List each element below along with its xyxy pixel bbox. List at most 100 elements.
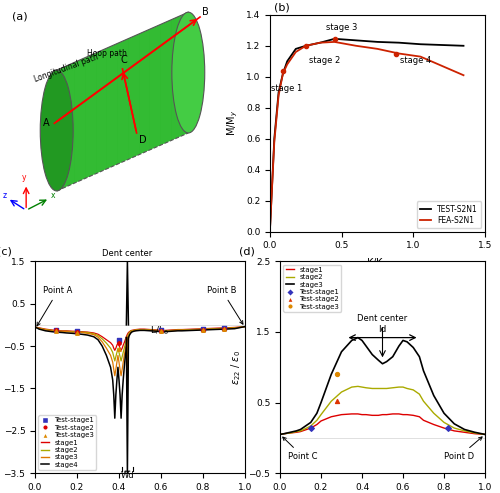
Text: Dent center: Dent center — [358, 315, 408, 323]
stage3 — [400, 338, 406, 344]
stage1 — [314, 422, 320, 427]
stage2 — [416, 391, 422, 397]
stage2 — [338, 389, 344, 395]
FEA-S2N1 — [303, 43, 309, 49]
stage1 — [369, 412, 375, 418]
Test-stage2 — [73, 328, 81, 336]
stage2 — [355, 384, 361, 389]
Test-stage1 — [199, 325, 207, 333]
TEST-S2N1 — [332, 36, 338, 42]
stage1 — [349, 411, 355, 417]
Text: C: C — [120, 55, 127, 65]
Test-stage2 — [157, 327, 165, 335]
stage3 — [308, 420, 314, 425]
FEA-S2N1 — [280, 70, 286, 76]
Line: stage3: stage3 — [280, 338, 485, 434]
stage3 — [369, 352, 375, 357]
stage1 — [400, 412, 406, 418]
stage3 — [277, 431, 283, 437]
stage2 — [363, 385, 369, 391]
stage2 — [380, 386, 386, 391]
stage4 — [242, 323, 248, 329]
stage3 — [304, 423, 310, 428]
Line: stage4: stage4 — [35, 326, 245, 418]
stage2 — [400, 384, 406, 390]
Text: Point A: Point A — [37, 286, 73, 326]
stage3 — [287, 429, 293, 435]
stage3 — [396, 343, 402, 349]
stage2 — [294, 428, 300, 434]
stage2 — [128, 328, 134, 334]
Text: D: D — [139, 135, 146, 144]
stage2 — [126, 329, 132, 335]
stage1 — [242, 323, 248, 329]
Text: (b): (b) — [274, 2, 290, 12]
TEST-S2N1 — [272, 136, 278, 141]
TEST-S2N1 — [374, 39, 380, 45]
stage2 — [404, 386, 410, 391]
stage1 — [451, 428, 457, 434]
Y-axis label: $\varepsilon_{22}$ / $\varepsilon_0$: $\varepsilon_{22}$ / $\varepsilon_0$ — [229, 350, 243, 385]
Text: Wd: Wd — [120, 470, 134, 480]
stage2 — [210, 326, 216, 332]
stage1 — [390, 411, 396, 417]
Text: stage 4: stage 4 — [400, 56, 432, 65]
TEST-S2N1 — [276, 89, 281, 95]
Test-stage3 — [334, 370, 342, 378]
stage2 — [349, 384, 355, 390]
stage1 — [32, 324, 38, 330]
Test-stage1 — [157, 326, 165, 334]
stage3 — [359, 338, 365, 344]
stage3 — [363, 343, 369, 349]
stage2 — [396, 384, 402, 390]
FEA-S2N1 — [276, 92, 281, 98]
stage4 — [126, 332, 132, 338]
stage4 — [32, 324, 38, 330]
stage1 — [410, 412, 416, 418]
Text: stage 1: stage 1 — [272, 84, 302, 93]
Test-stage3 — [199, 326, 207, 334]
stage2 — [298, 428, 304, 434]
Line: stage1: stage1 — [35, 326, 245, 351]
stage3 — [404, 339, 410, 345]
stage1 — [126, 329, 132, 335]
stage2 — [451, 425, 457, 431]
stage2 — [277, 431, 283, 437]
Test-stage1 — [73, 327, 81, 335]
stage2 — [53, 328, 59, 334]
stage1 — [376, 412, 382, 418]
FEA-S2N1 — [374, 46, 380, 52]
FEA-S2N1 — [460, 72, 466, 78]
Text: Point B: Point B — [207, 286, 243, 324]
Text: x: x — [51, 191, 56, 200]
Text: L/L$_0$: L/L$_0$ — [150, 324, 170, 337]
stage1 — [462, 429, 468, 435]
stage2 — [369, 386, 375, 391]
Ellipse shape — [172, 12, 205, 133]
Test-stage3 — [52, 327, 60, 335]
stage3 — [384, 359, 390, 365]
stage1 — [281, 431, 287, 437]
stage1 — [396, 411, 402, 417]
stage3 — [462, 426, 468, 432]
Test-stage1 — [220, 324, 228, 332]
TEST-S2N1 — [293, 46, 299, 52]
TEST-S2N1 — [267, 226, 273, 232]
FEA-S2N1 — [396, 51, 402, 57]
Test-stage2 — [115, 339, 123, 347]
stage4 — [119, 392, 125, 398]
FEA-S2N1 — [317, 40, 323, 46]
stage3 — [126, 331, 132, 337]
stage3 — [53, 328, 59, 334]
stage2 — [242, 323, 248, 329]
stage3 — [472, 429, 478, 435]
stage1 — [210, 325, 216, 331]
stage1 — [53, 327, 59, 333]
stage1 — [355, 411, 361, 417]
stage3 — [451, 421, 457, 427]
Test-stage3 — [115, 345, 123, 352]
stage3 — [338, 349, 344, 354]
stage2 — [410, 387, 416, 393]
FEA-S2N1 — [272, 139, 278, 145]
TEST-S2N1 — [439, 42, 445, 48]
